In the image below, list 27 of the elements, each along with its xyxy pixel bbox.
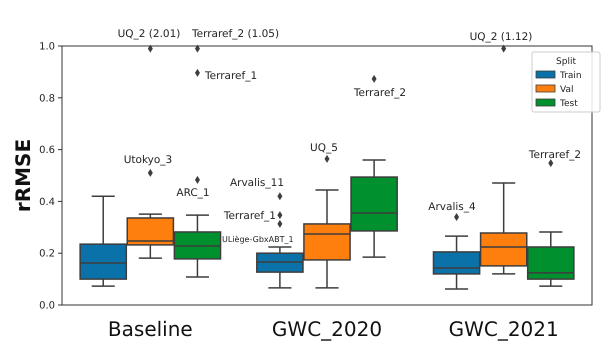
annotation: Arvalis_4 [428,201,476,213]
y-tick-label: 1.0 [39,42,55,52]
x-tick-label: GWC_2020 [272,317,382,341]
annotation: Arvalis_11 [230,177,284,189]
y-axis-title: rRMSE [11,138,35,212]
annotation: Terraref_1 [222,210,276,222]
y-tick-label: 0.6 [39,145,55,156]
y-tick-label: 0.4 [39,196,55,208]
annotation: UQ_5 [310,142,338,154]
text: Terraref_2 (1.05) [191,28,280,40]
legend-label: Test [559,99,578,109]
x-tick-label: GWC_2021 [448,317,559,341]
y-tick-label: 0.0 [39,300,55,312]
annotation: ULiège-GbxABT_1 [222,235,294,244]
text: UQ_2 (2.01) [118,28,180,40]
annotation: Terraref_2 [352,87,406,99]
annotation: Terraref_2 [528,149,582,161]
legend-label: Val [560,85,574,95]
legend-title: Split [556,57,576,67]
annotation: Terraref_1 [204,70,258,82]
annotation: Utokyo_3 [124,154,172,166]
legend-label: Train [559,71,582,81]
y-tick-label: 0.8 [39,93,55,104]
y-tick-label: 0.2 [39,248,55,260]
text: UQ_2 (1.12) [470,31,532,43]
x-tick-label: Baseline [108,317,193,341]
annotation: ARC_1 [176,187,210,199]
